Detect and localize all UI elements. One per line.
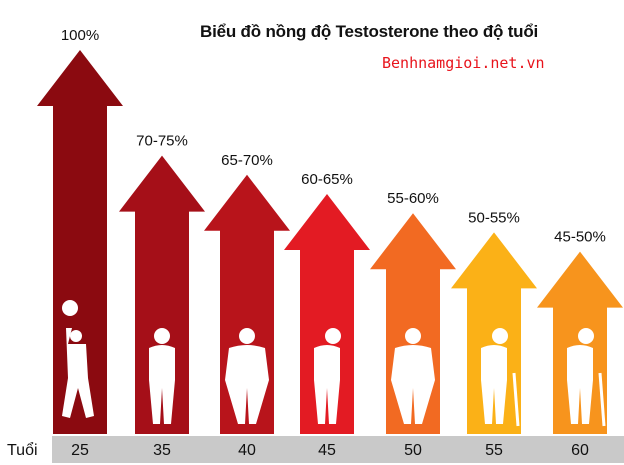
head-shape bbox=[325, 328, 341, 344]
bar-group bbox=[37, 50, 123, 434]
x-axis-label: Tuổi bbox=[7, 441, 38, 459]
x-tick-label: 50 bbox=[404, 442, 422, 459]
head-shape bbox=[405, 328, 421, 344]
head-shape bbox=[239, 328, 255, 344]
x-axis-strip bbox=[52, 436, 624, 463]
bar-group bbox=[451, 232, 537, 434]
data-label: 60-65% bbox=[301, 171, 353, 188]
x-tick-label: 40 bbox=[238, 442, 256, 459]
bar-group bbox=[204, 174, 290, 435]
body-shape bbox=[149, 345, 175, 424]
body-shape bbox=[62, 328, 94, 418]
watermark-text: Benhnamgioi.net.vn bbox=[382, 54, 545, 72]
bar-arrow bbox=[119, 155, 205, 434]
x-tick-label: 45 bbox=[318, 442, 336, 459]
head-shape bbox=[578, 328, 594, 344]
chart-title: Biểu đồ nồng độ Testosterone theo độ tuổ… bbox=[200, 22, 539, 41]
bar-arrow bbox=[370, 213, 456, 434]
x-tick-label: 60 bbox=[571, 442, 589, 459]
bar-group bbox=[284, 194, 370, 434]
body-shape bbox=[314, 345, 340, 424]
x-tick-label: 55 bbox=[485, 442, 503, 459]
data-label: 100% bbox=[61, 27, 99, 44]
head-shape bbox=[492, 328, 508, 344]
bar-arrow bbox=[284, 194, 370, 434]
bar-arrow bbox=[37, 50, 123, 434]
body-shape bbox=[391, 345, 435, 424]
data-label: 55-60% bbox=[387, 190, 439, 207]
body-shape bbox=[481, 345, 507, 424]
bar-arrow bbox=[537, 251, 623, 434]
body-shape bbox=[225, 345, 269, 424]
cane-shape bbox=[598, 372, 606, 427]
cane-shape bbox=[512, 372, 520, 427]
x-tick-label: 25 bbox=[71, 442, 89, 459]
bar-group bbox=[537, 251, 623, 434]
x-tick-label: 35 bbox=[153, 442, 171, 459]
head-shape bbox=[154, 328, 170, 344]
bar-group bbox=[370, 213, 456, 434]
bar-arrow bbox=[204, 174, 290, 435]
data-label: 45-50% bbox=[554, 229, 606, 246]
data-label: 50-55% bbox=[468, 209, 520, 226]
data-label: 65-70% bbox=[221, 152, 273, 169]
data-label: 70-75% bbox=[136, 133, 188, 150]
body-shape bbox=[567, 345, 593, 424]
bar-group bbox=[119, 155, 205, 434]
ball-shape bbox=[62, 300, 78, 316]
head-shape bbox=[70, 330, 82, 342]
